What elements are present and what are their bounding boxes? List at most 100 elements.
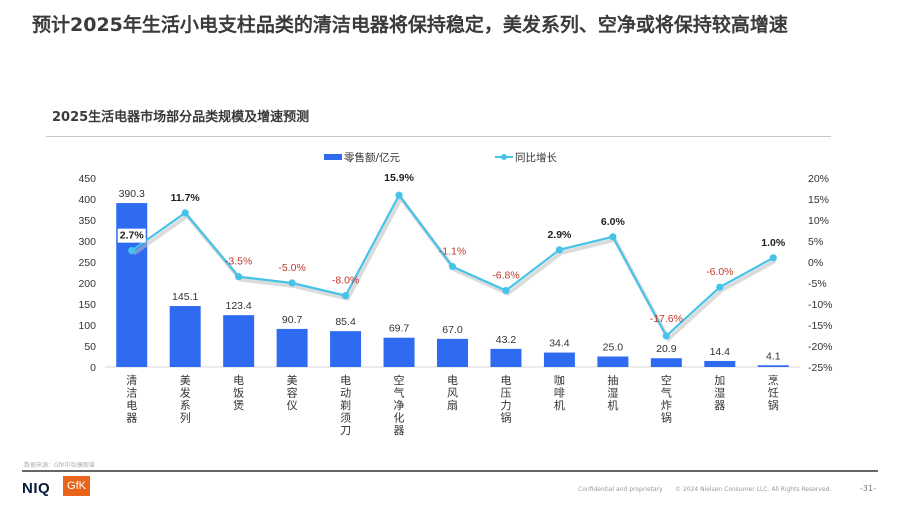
bar — [169, 306, 201, 367]
left-tick-label: 300 — [78, 236, 96, 248]
bar-value-label: 14.4 — [710, 346, 731, 358]
growth-value-label: -8.0% — [332, 275, 359, 287]
bar — [330, 331, 362, 367]
right-tick-label: -15% — [808, 320, 833, 332]
right-tick-label: 15% — [808, 194, 829, 206]
bar-value-label: 123.4 — [226, 300, 252, 312]
growth-value-label: -17.6% — [650, 313, 683, 325]
left-tick-label: 250 — [78, 257, 96, 269]
bar — [490, 348, 522, 367]
growth-value-label: -1.1% — [439, 246, 466, 258]
bar — [383, 337, 415, 367]
bar — [223, 315, 255, 367]
right-tick-label: 20% — [808, 173, 829, 185]
page-title: 预计2025年生活小电支柱品类的清洁电器将保持稳定，美发系列、空净或将保持较高增… — [32, 14, 788, 36]
category-label: 美容仪 — [287, 374, 298, 412]
growth-value-label: 11.7% — [171, 192, 201, 204]
category-label: 清洁电器 — [126, 374, 137, 425]
growth-point — [448, 263, 457, 271]
category-label: 电压力锅 — [500, 374, 511, 425]
legend-line-marker — [501, 154, 507, 160]
category-label: 空气净化器 — [394, 373, 405, 437]
growth-point — [235, 273, 243, 281]
category-label: 加湿器 — [714, 374, 725, 412]
category-label: 咖啡机 — [554, 373, 565, 412]
page-number: -31- — [860, 484, 876, 493]
growth-point — [288, 279, 296, 287]
legend-bar-label: 零售额/亿元 — [344, 151, 401, 164]
bar-value-label: 85.4 — [335, 316, 356, 328]
confidential-note: Confidential and proprietary — [578, 486, 663, 493]
left-axis: 0 50 100 150 200 250 300 350 400 450 — [78, 173, 96, 374]
bar-value-label: 34.4 — [549, 338, 570, 350]
growth-point — [555, 246, 564, 254]
growth-point — [716, 283, 724, 291]
growth-value-label: 15.9% — [384, 172, 414, 184]
data-source: 数据来源：GfK中怡康图谱 — [24, 462, 95, 469]
left-tick-label: 400 — [78, 194, 96, 206]
line-series — [128, 191, 777, 340]
niq-logo: NIQ — [22, 480, 51, 497]
category-label: 电风扇 — [447, 374, 458, 412]
growth-point — [769, 254, 777, 262]
line-labels: 2.7% 11.7% -3.5% -5.0% -8.0% 15.9% -1.1% -6.8% 2… — [117, 172, 786, 325]
line-shadow-path — [132, 194, 777, 343]
right-tick-label: -25% — [808, 362, 833, 374]
right-tick-label: 0% — [808, 257, 823, 269]
category-label: 美发系列 — [180, 374, 191, 425]
bar-value-label: 25.0 — [603, 342, 624, 354]
growth-value-label: 6.0% — [601, 216, 626, 228]
growth-point — [181, 209, 189, 217]
growth-value-label: 2.7% — [120, 230, 145, 242]
right-axis: -25% -20% -15% -10% -5% 0% 5% 10% 15% 20% — [808, 173, 833, 374]
growth-value-label: 1.0% — [761, 237, 786, 249]
category-labels: 清洁电器 美发系列 电饭煲 美容仪 电动剃须刀 空气净化器 电风扇 电压力锅 咖啡机 抽湿机 空气炸… — [126, 373, 779, 437]
right-tick-label: -20% — [808, 341, 833, 353]
bar — [757, 365, 789, 367]
growth-value-label: -3.5% — [225, 256, 252, 268]
right-tick-label: -10% — [808, 299, 833, 311]
legend-line-label: 同比增长 — [515, 151, 557, 164]
growth-point — [128, 247, 136, 255]
growth-value-label: 2.9% — [547, 229, 572, 241]
chart-legend: 零售额/亿元 同比增长 — [324, 151, 557, 164]
bar — [276, 328, 308, 367]
left-tick-label: 50 — [84, 341, 96, 353]
bar — [437, 338, 468, 367]
title-divider — [46, 136, 831, 137]
right-tick-label: -5% — [808, 278, 827, 290]
left-tick-label: 100 — [78, 320, 96, 332]
growth-value-label: -6.0% — [706, 266, 733, 278]
growth-value-label: -5.0% — [278, 262, 305, 274]
bar-value-label: 20.9 — [656, 343, 677, 355]
bar-series — [116, 203, 789, 367]
growth-point — [662, 332, 670, 340]
bar — [704, 360, 736, 367]
bar-value-label: 43.2 — [496, 334, 517, 346]
bar-value-label: 390.3 — [119, 188, 145, 200]
left-tick-label: 0 — [90, 362, 96, 374]
left-tick-label: 450 — [78, 173, 96, 185]
bar — [597, 356, 629, 367]
category-label: 空气炸锅 — [661, 373, 672, 425]
left-tick-label: 150 — [78, 299, 96, 311]
line-shadow — [132, 194, 777, 343]
growth-point — [341, 292, 350, 300]
left-tick-label: 200 — [78, 278, 96, 290]
bar-value-label: 67.0 — [442, 324, 463, 336]
copyright-note: © 2024 Nielsen Consumer LLC. All Rights … — [675, 486, 832, 493]
growth-value-label: -6.8% — [492, 270, 519, 282]
growth-point — [395, 191, 403, 199]
bar-value-label: 145.1 — [172, 291, 198, 303]
legend-bar-swatch — [324, 154, 342, 160]
left-tick-label: 350 — [78, 215, 96, 227]
bar — [543, 352, 575, 367]
bar-labels: 390.3 145.1 123.4 90.7 85.4 69.7 67.0 43.2 34.4 2… — [119, 188, 781, 362]
bar-value-label: 69.7 — [389, 323, 410, 335]
chart-title: 2025生活电器市场部分品类规模及增速预测 — [52, 110, 310, 125]
gfk-logo: GfK — [63, 476, 90, 496]
label-background — [117, 228, 146, 243]
right-tick-label: 10% — [808, 215, 829, 227]
growth-point — [609, 233, 617, 241]
